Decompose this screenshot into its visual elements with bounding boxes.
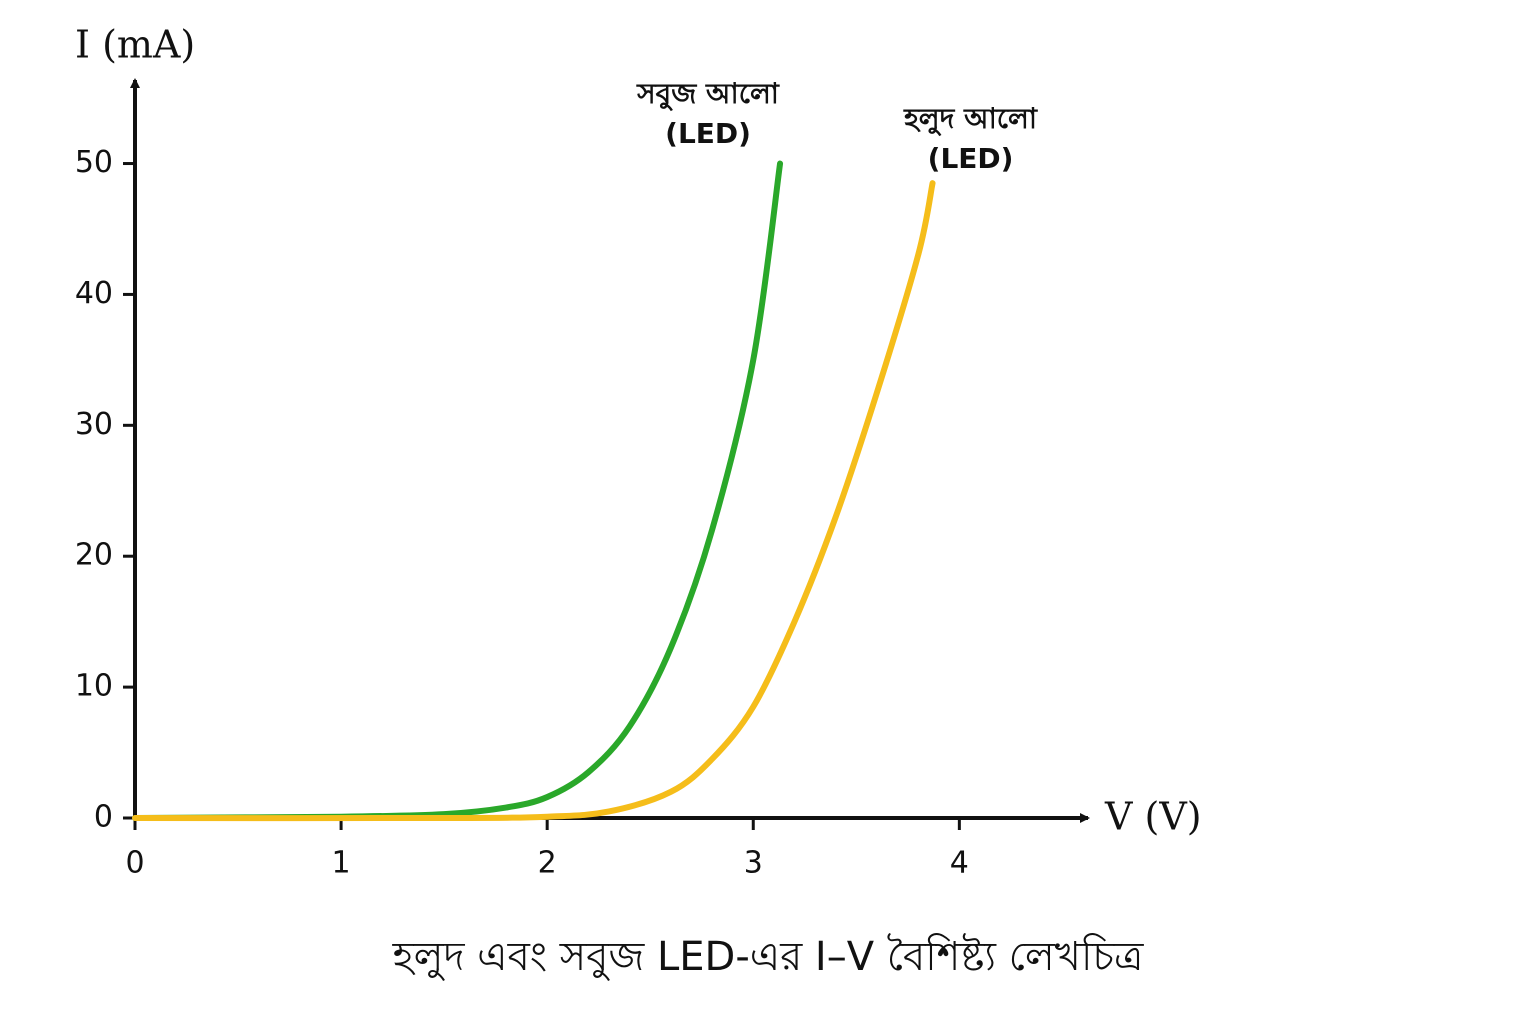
x-tick-label: 4 [950,846,969,881]
series-label: সবুজ আলো (LED) [637,76,779,150]
series-line [132,160,784,821]
series-line [132,180,936,822]
y-tick-label: 40 [75,276,113,311]
x-axis-label: V (V) [1104,795,1202,839]
y-tick-label: 10 [75,669,113,704]
y-tick-label: 20 [75,538,113,573]
series-label: হলুদ আলো (LED) [904,102,1038,176]
y-tick-label: 0 [94,800,113,835]
y-tick-label: 50 [75,145,113,180]
x-tick-label: 1 [332,846,351,881]
chart-title: হলুদ এবং সবুজ LED-এর I–V বৈশিষ্ট্য লেখচি… [392,934,1144,980]
y-axis-label: I (mA) [75,23,195,67]
x-tick-label: 3 [744,846,763,881]
x-tick-label: 2 [538,846,557,881]
y-tick-label: 30 [75,407,113,442]
x-tick-label: 0 [125,846,144,881]
